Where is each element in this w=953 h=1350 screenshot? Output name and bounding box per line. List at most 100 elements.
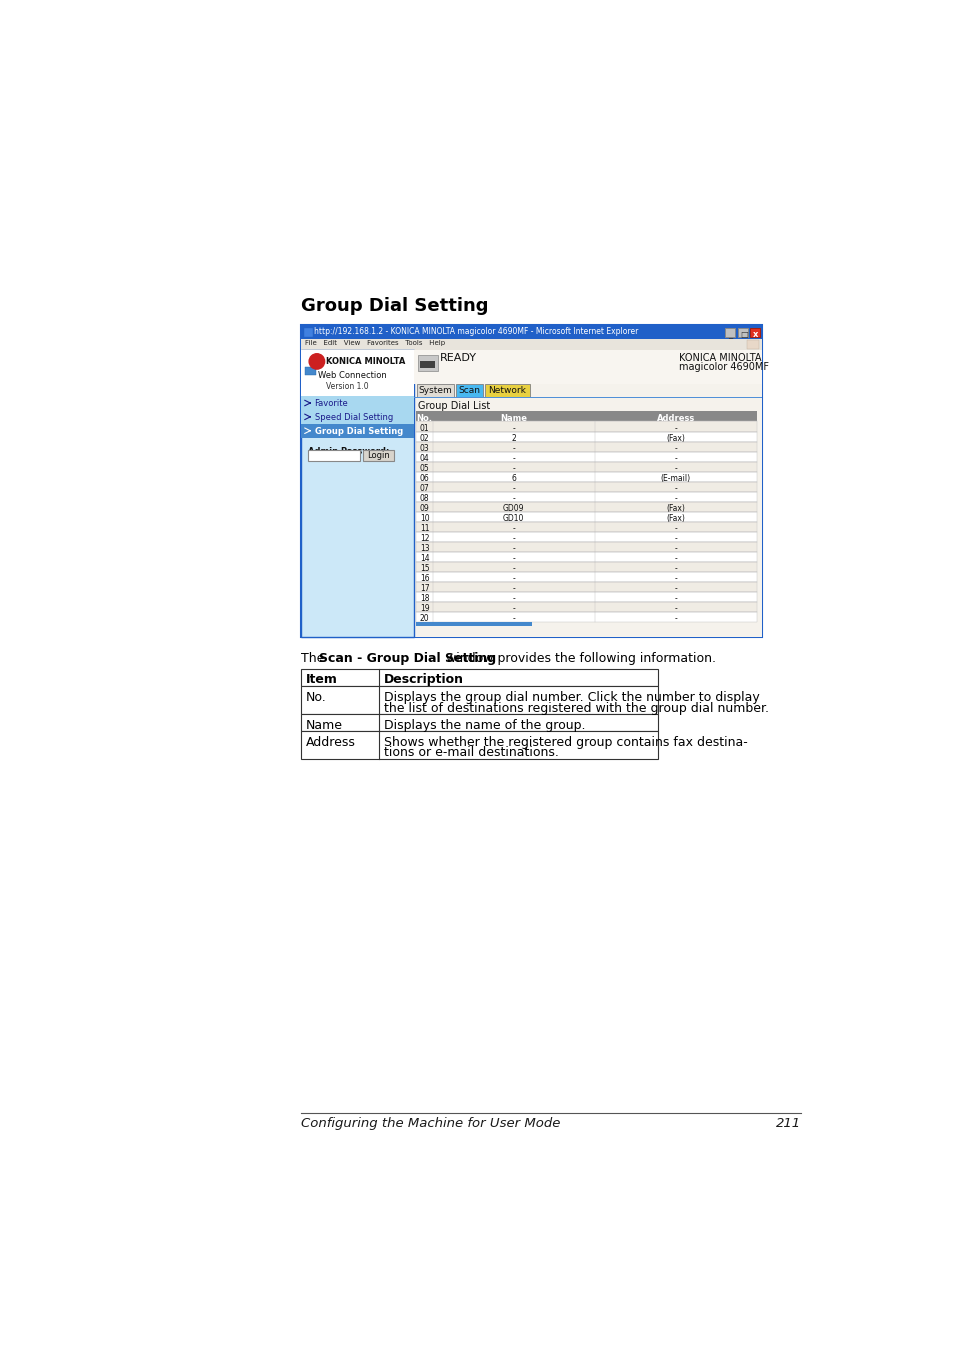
Bar: [363, 450, 394, 460]
Text: -: -: [674, 483, 677, 493]
Text: 14: 14: [419, 554, 429, 563]
Bar: [416, 591, 757, 602]
Text: No.: No.: [306, 691, 327, 703]
Text: Login: Login: [367, 451, 390, 460]
Text: -: -: [512, 494, 515, 502]
Text: 18: 18: [419, 594, 429, 603]
Text: File   Edit   View   Favorites   Tools   Help: File Edit View Favorites Tools Help: [305, 340, 445, 346]
Bar: [746, 340, 759, 350]
Text: Description: Description: [383, 674, 463, 686]
Text: -: -: [674, 524, 677, 533]
Text: 16: 16: [419, 574, 429, 583]
Text: (E-mail): (E-mail): [659, 474, 690, 483]
Text: _: _: [727, 329, 731, 339]
Bar: [419, 360, 435, 369]
Bar: [301, 350, 761, 637]
Bar: [301, 410, 414, 424]
Text: -: -: [674, 464, 677, 472]
Bar: [724, 328, 735, 336]
Text: magicolor 4690MF: magicolor 4690MF: [679, 362, 768, 373]
Bar: [749, 328, 760, 336]
Text: 12: 12: [419, 533, 429, 543]
Text: GD09: GD09: [502, 504, 524, 513]
Text: No.: No.: [416, 414, 432, 423]
Text: 08: 08: [419, 494, 429, 502]
Bar: [416, 441, 757, 451]
Bar: [416, 521, 757, 532]
Text: Group Dial List: Group Dial List: [417, 401, 489, 412]
Text: KONICA MINOLTA: KONICA MINOLTA: [326, 356, 405, 366]
Text: -: -: [512, 554, 515, 563]
Text: -: -: [674, 574, 677, 583]
Text: -: -: [512, 533, 515, 543]
Text: (Fax): (Fax): [665, 504, 684, 513]
Bar: [303, 328, 313, 336]
Text: 211: 211: [776, 1116, 801, 1130]
Bar: [414, 397, 761, 398]
Bar: [416, 502, 757, 512]
Text: -: -: [674, 444, 677, 452]
Text: 02: 02: [419, 433, 429, 443]
Bar: [301, 686, 658, 714]
Text: -: -: [512, 585, 515, 593]
Bar: [301, 670, 658, 686]
Text: Favorite: Favorite: [314, 400, 348, 408]
Text: -: -: [674, 544, 677, 554]
Text: -: -: [674, 614, 677, 622]
Text: READY: READY: [439, 352, 476, 363]
Bar: [416, 552, 757, 562]
Text: (Fax): (Fax): [665, 433, 684, 443]
Text: 11: 11: [419, 524, 429, 533]
Bar: [416, 571, 757, 582]
Bar: [416, 412, 757, 421]
Text: -: -: [512, 603, 515, 613]
Text: Displays the name of the group.: Displays the name of the group.: [383, 718, 584, 732]
Text: -: -: [512, 544, 515, 554]
Text: -: -: [674, 533, 677, 543]
Bar: [416, 541, 757, 552]
Bar: [416, 462, 757, 471]
Text: 17: 17: [419, 585, 429, 593]
Bar: [416, 582, 757, 591]
Bar: [307, 450, 360, 460]
Text: tions or e-mail destinations.: tions or e-mail destinations.: [383, 747, 558, 760]
Circle shape: [309, 354, 324, 369]
Bar: [301, 350, 414, 396]
Text: (Fax): (Fax): [665, 514, 684, 522]
Text: Scan - Group Dial Setting: Scan - Group Dial Setting: [319, 652, 496, 666]
Text: KONICA MINOLTA: KONICA MINOLTA: [679, 352, 760, 363]
Text: 03: 03: [419, 444, 429, 452]
Text: -: -: [674, 554, 677, 563]
Bar: [456, 383, 483, 397]
Text: -: -: [674, 494, 677, 502]
Text: The: The: [301, 652, 329, 666]
Bar: [414, 350, 761, 383]
Text: -: -: [674, 585, 677, 593]
Bar: [301, 325, 761, 339]
Text: -: -: [512, 444, 515, 452]
Text: -: -: [674, 594, 677, 603]
Text: -: -: [512, 464, 515, 472]
Bar: [416, 491, 757, 502]
Text: 13: 13: [419, 544, 429, 554]
Text: GD10: GD10: [502, 514, 524, 522]
Text: the list of destinations registered with the group dial number.: the list of destinations registered with…: [383, 702, 768, 714]
Bar: [417, 355, 437, 371]
Bar: [416, 471, 757, 482]
Text: 19: 19: [419, 603, 429, 613]
Bar: [484, 383, 530, 397]
Bar: [416, 602, 757, 612]
Text: -: -: [512, 524, 515, 533]
Text: -: -: [512, 424, 515, 433]
Bar: [416, 482, 757, 491]
Text: 2: 2: [511, 433, 516, 443]
Text: -: -: [512, 594, 515, 603]
Bar: [416, 421, 757, 432]
Text: Group Dial Setting: Group Dial Setting: [301, 297, 488, 315]
Bar: [416, 383, 454, 397]
Text: 09: 09: [419, 504, 429, 513]
Text: -: -: [512, 614, 515, 622]
Text: 15: 15: [419, 564, 429, 572]
Bar: [737, 328, 747, 336]
Bar: [301, 732, 658, 759]
